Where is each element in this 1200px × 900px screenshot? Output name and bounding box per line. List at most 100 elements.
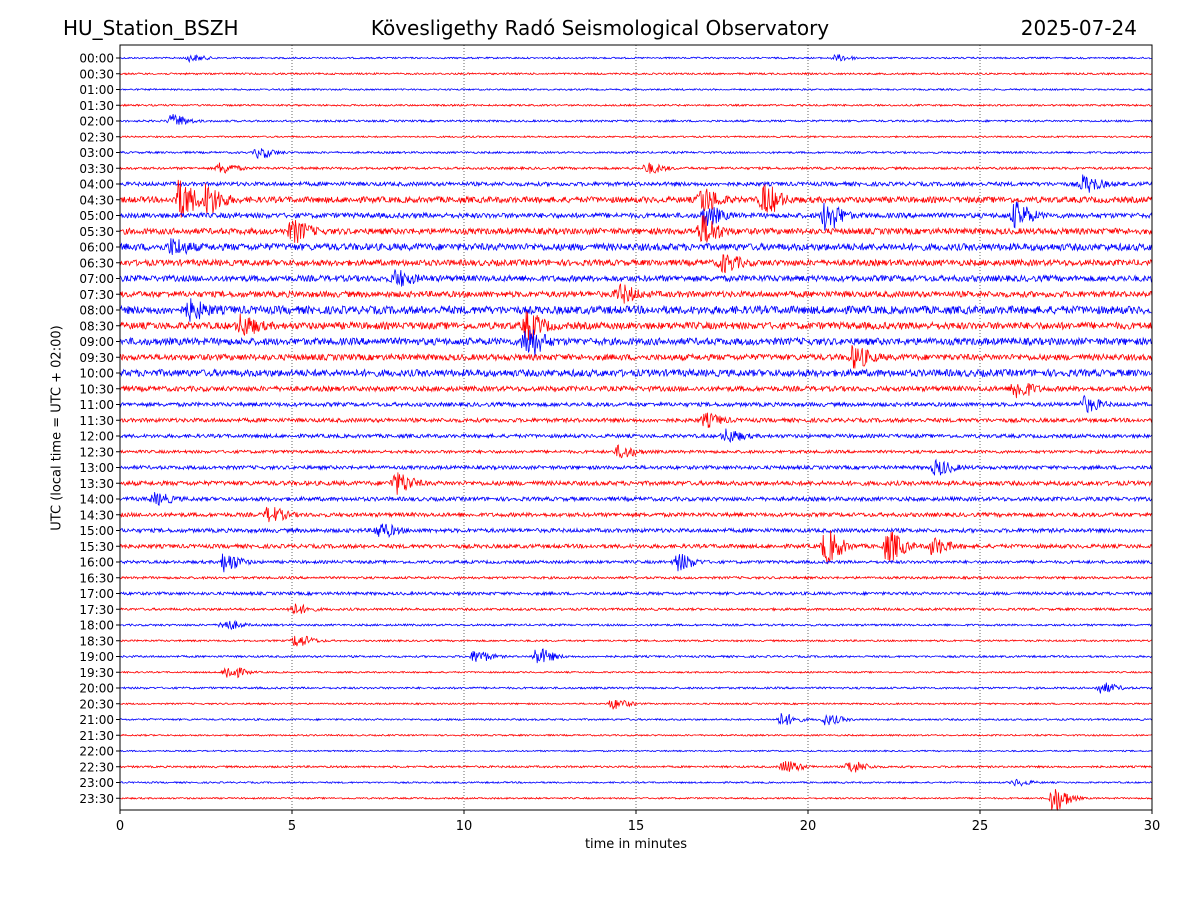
y-tick-label: 04:00 (79, 178, 114, 192)
trace-13:30 (119, 472, 1153, 495)
y-tick-label: 22:00 (79, 745, 114, 759)
y-tick-label: 14:00 (79, 493, 114, 507)
trace-05:00 (119, 201, 1153, 231)
trace-02:00 (119, 114, 1153, 125)
y-tick-label: 07:30 (79, 288, 114, 302)
trace-group (119, 53, 1153, 812)
trace-12:00 (119, 428, 1153, 444)
trace-22:00 (119, 749, 1153, 753)
trace-18:30 (119, 635, 1153, 647)
y-tick-label: 08:30 (79, 319, 114, 333)
y-tick-label: 17:30 (79, 603, 114, 617)
y-tick-label: 15:00 (79, 524, 114, 538)
y-tick-label: 13:00 (79, 461, 114, 475)
x-tick-label: 20 (800, 819, 817, 834)
y-tick-label: 19:00 (79, 650, 114, 664)
y-tick-label: 00:00 (79, 52, 114, 66)
y-tick-label: 11:00 (79, 398, 114, 412)
trace-07:30 (119, 283, 1153, 304)
trace-01:30 (119, 103, 1153, 108)
y-tick-label: 16:30 (79, 571, 114, 585)
y-tick-label: 01:00 (79, 83, 114, 97)
x-tick-label: 0 (116, 819, 124, 834)
trace-18:00 (119, 619, 1153, 631)
trace-10:30 (119, 383, 1153, 399)
trace-09:30 (119, 345, 1153, 369)
trace-16:30 (120, 575, 1153, 581)
y-tick-label: 03:30 (79, 162, 114, 176)
y-tick-label: 16:00 (79, 556, 114, 570)
trace-21:00 (119, 713, 1153, 726)
trace-11:30 (119, 412, 1153, 429)
trace-04:30 (119, 179, 1153, 218)
x-tick-label: 10 (456, 819, 473, 834)
trace-17:00 (119, 590, 1153, 597)
y-tick-label: 22:30 (79, 760, 114, 774)
trace-20:30 (119, 699, 1153, 710)
trace-17:30 (119, 603, 1153, 615)
y-tick-label: 02:00 (79, 115, 114, 129)
trace-08:30 (119, 311, 1153, 341)
trace-23:30 (119, 789, 1153, 812)
y-tick-label: 23:00 (79, 776, 114, 790)
trace-06:00 (119, 238, 1153, 256)
trace-14:30 (119, 506, 1153, 523)
y-tick-label: 11:30 (79, 414, 114, 428)
trace-06:30 (119, 254, 1153, 274)
y-tick-label: 07:00 (79, 272, 114, 286)
trace-15:30 (119, 530, 1153, 565)
y-tick-label: 15:30 (79, 540, 114, 554)
trace-12:30 (119, 444, 1153, 459)
y-tick-label: 02:30 (79, 130, 114, 144)
y-tick-label: 18:30 (79, 634, 114, 648)
y-tick-label: 10:00 (79, 367, 114, 381)
trace-04:00 (119, 174, 1153, 193)
y-axis-label: UTC (local time = UTC + 02:00) (49, 325, 65, 531)
chart-title: Kövesligethy Radó Seismological Observat… (370, 16, 830, 40)
trace-02:30 (119, 135, 1153, 139)
y-tick-label: 17:00 (79, 587, 114, 601)
y-tick-label: 06:00 (79, 241, 114, 255)
trace-22:30 (119, 761, 1153, 773)
x-tick-label: 15 (628, 819, 645, 834)
trace-10:00 (119, 367, 1153, 378)
y-tick-label: 21:00 (79, 713, 114, 727)
trace-21:30 (119, 733, 1153, 737)
trace-03:00 (119, 148, 1153, 160)
trace-16:00 (119, 553, 1153, 573)
x-axis-label: time in minutes (584, 837, 688, 852)
y-tick-label: 08:00 (79, 304, 114, 318)
y-tick-label: 23:30 (79, 792, 114, 806)
y-tick-label: 01:30 (79, 99, 114, 113)
trace-20:00 (120, 682, 1153, 694)
y-tick-label: 20:00 (79, 682, 114, 696)
y-tick-label: 21:30 (79, 729, 114, 743)
y-tick-label: 12:00 (79, 430, 114, 444)
x-axis: 0 5 10 15 20 25 30 (116, 810, 1160, 834)
trace-08:00 (119, 298, 1153, 322)
y-tick-label: 20:30 (79, 697, 114, 711)
trace-23:00 (119, 778, 1152, 787)
trace-14:00 (119, 492, 1153, 506)
trace-00:00 (119, 53, 1152, 64)
y-tick-label: 12:30 (79, 445, 114, 459)
y-tick-label: 05:00 (79, 209, 114, 223)
trace-07:00 (119, 269, 1153, 287)
chart-date: 2025-07-24 (1020, 16, 1137, 40)
y-tick-label: 06:30 (79, 256, 114, 270)
y-tick-label: 14:30 (79, 508, 114, 522)
trace-00:30 (119, 71, 1153, 76)
trace-11:00 (119, 394, 1153, 414)
trace-13:00 (119, 458, 1153, 476)
trace-19:00 (119, 648, 1153, 664)
y-tick-label: 03:00 (79, 146, 114, 160)
trace-15:00 (119, 523, 1153, 539)
y-tick-label: 00:30 (79, 67, 114, 81)
y-tick-label: 19:30 (79, 666, 114, 680)
y-tick-label: 18:00 (79, 619, 114, 633)
trace-01:00 (119, 87, 1153, 92)
x-tick-label: 30 (1144, 819, 1161, 834)
x-tick-label: 25 (972, 819, 989, 834)
trace-03:30 (119, 162, 1153, 174)
